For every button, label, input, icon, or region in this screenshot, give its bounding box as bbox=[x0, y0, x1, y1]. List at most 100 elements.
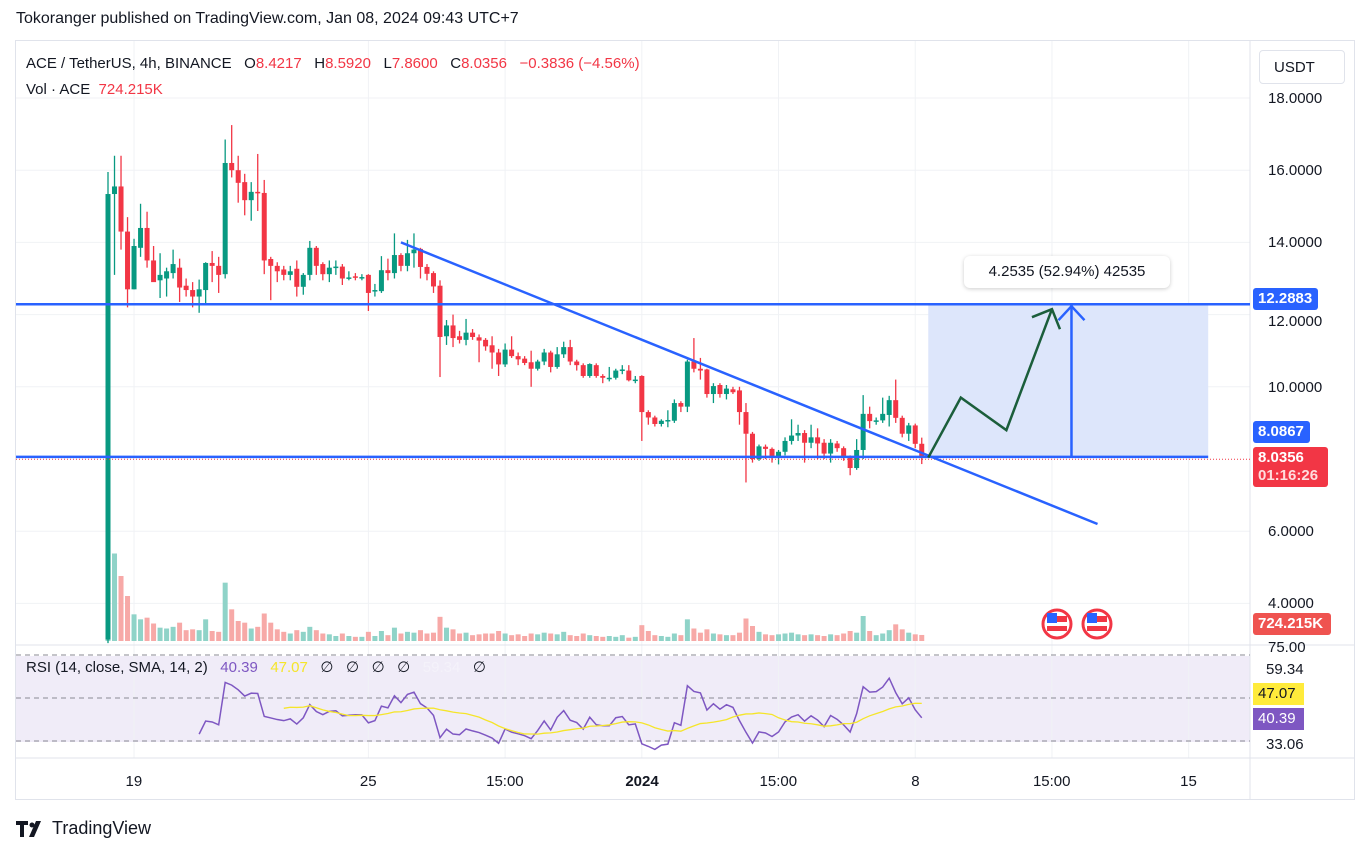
rsi-title[interactable]: RSI (14, close, SMA, 14, 2) bbox=[26, 659, 208, 676]
candle-body bbox=[606, 377, 612, 380]
volume-bar bbox=[255, 626, 261, 641]
candle-body bbox=[391, 255, 397, 274]
volume-bar bbox=[684, 619, 690, 641]
candle-body bbox=[131, 246, 137, 290]
volume-bar bbox=[828, 634, 834, 641]
rsi-line bbox=[198, 676, 923, 751]
candle-body bbox=[261, 192, 267, 261]
volume-bar bbox=[216, 631, 222, 641]
candle-body bbox=[431, 273, 436, 287]
volume-bar bbox=[789, 632, 795, 641]
volume-label: Vol · ACE bbox=[26, 81, 91, 98]
candle-body bbox=[385, 270, 391, 274]
publisher-line: Tokoranger published on TradingView.com,… bbox=[16, 10, 519, 27]
candle-body bbox=[580, 365, 586, 376]
price-range-box bbox=[928, 304, 1209, 458]
candle-body bbox=[502, 349, 508, 365]
candle-body bbox=[574, 361, 580, 366]
volume-bar bbox=[320, 633, 326, 641]
change-value: −0.3836 (−4.56%) bbox=[519, 55, 640, 72]
volume-bar bbox=[899, 629, 905, 641]
volume-bar bbox=[444, 627, 450, 641]
volume-bar bbox=[860, 616, 866, 641]
volume-bar bbox=[248, 628, 254, 641]
candle-body bbox=[144, 227, 150, 261]
volume-bar bbox=[411, 632, 417, 641]
time-tick: 19 bbox=[125, 773, 143, 790]
support-price-tag: 8.0867 bbox=[1253, 421, 1310, 443]
empty-value: ∅ bbox=[345, 659, 360, 676]
volume-bar bbox=[886, 630, 892, 641]
candle-body bbox=[196, 289, 202, 297]
rsi-sma-value: 47.07 bbox=[270, 659, 308, 676]
candle-body bbox=[548, 352, 554, 367]
price-tick: 6.0000 bbox=[1268, 523, 1314, 540]
volume-bar bbox=[893, 624, 899, 641]
candle-body bbox=[177, 267, 183, 288]
candle-body bbox=[151, 260, 157, 283]
volume-bar bbox=[463, 632, 469, 641]
footer-brand-name: TradingView bbox=[52, 818, 152, 838]
volume-bar bbox=[496, 631, 502, 641]
empty-value: ∅ bbox=[472, 659, 486, 676]
projection-path bbox=[927, 308, 1054, 459]
currency-button[interactable]: USDT bbox=[1259, 50, 1345, 84]
price-range-label[interactable]: 4.2535 (52.94%) 42535 bbox=[964, 256, 1170, 288]
us-flag-canton bbox=[1087, 613, 1097, 623]
empty-value: ∅ bbox=[371, 659, 385, 676]
volume-bar bbox=[359, 636, 365, 641]
volume-bar bbox=[287, 633, 293, 641]
rsi-band-background bbox=[16, 656, 1250, 742]
candle-body bbox=[444, 325, 450, 337]
price-tick: 12.0000 bbox=[1268, 313, 1323, 330]
volume-bar bbox=[522, 636, 528, 641]
candle-body bbox=[496, 352, 502, 365]
rsi-legend: RSI (14, close, SMA, 14, 2) 40.39 47.07 … bbox=[26, 658, 486, 676]
volume-bar bbox=[795, 634, 801, 641]
price-tick: 18.0000 bbox=[1268, 90, 1323, 107]
candle-body bbox=[561, 347, 567, 355]
candle-body bbox=[489, 345, 495, 353]
candle-body bbox=[320, 264, 326, 275]
volume-bar bbox=[535, 634, 541, 641]
candle-body bbox=[157, 274, 163, 281]
candle-body bbox=[899, 417, 905, 434]
candle-body bbox=[691, 361, 697, 369]
price-tick: 4.0000 bbox=[1268, 595, 1314, 612]
candle-body bbox=[632, 379, 638, 382]
high-label: H bbox=[314, 55, 326, 72]
volume-bar bbox=[749, 626, 755, 641]
volume-bar bbox=[606, 636, 612, 641]
candle-body bbox=[294, 268, 300, 287]
volume-bar bbox=[476, 634, 482, 641]
symbol-name[interactable]: ACE / TetherUS, 4h, BINANCE bbox=[26, 55, 232, 72]
time-tick: 15:00 bbox=[1032, 773, 1071, 790]
volume-bar bbox=[144, 617, 150, 641]
candle-body bbox=[209, 262, 215, 266]
candle-body bbox=[118, 186, 124, 232]
candle-body bbox=[600, 375, 606, 378]
footer-brand[interactable]: TradingView bbox=[16, 818, 151, 839]
volume-legend: Vol · ACE 724.215K bbox=[26, 81, 163, 98]
volume-bar bbox=[203, 619, 209, 641]
us-flag-stripe bbox=[1047, 626, 1067, 631]
volume-bar bbox=[541, 632, 547, 641]
volume-bar bbox=[222, 582, 228, 641]
candle-body bbox=[183, 285, 189, 291]
time-tick: 2024 bbox=[625, 773, 659, 790]
high-value: 8.5920 bbox=[325, 55, 371, 72]
candle-body bbox=[333, 266, 339, 269]
rsi-sma-line bbox=[283, 702, 922, 735]
volume-bar bbox=[671, 633, 677, 641]
candle-body bbox=[769, 448, 775, 457]
candle-body bbox=[815, 437, 821, 444]
volume-bar bbox=[196, 630, 202, 641]
volume-bar bbox=[574, 636, 580, 641]
volume-bar bbox=[632, 636, 638, 641]
candle-body bbox=[105, 194, 111, 640]
rsi-sma-tag: 47.07 bbox=[1253, 683, 1304, 705]
candle-body bbox=[593, 365, 599, 376]
volume-bar bbox=[554, 634, 560, 641]
volume-bar bbox=[404, 631, 410, 641]
